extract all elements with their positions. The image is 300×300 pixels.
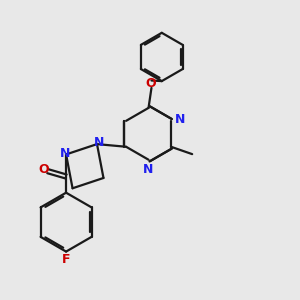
Text: N: N <box>59 147 70 160</box>
Text: N: N <box>94 136 104 149</box>
Text: O: O <box>38 163 49 176</box>
Text: N: N <box>175 113 185 126</box>
Text: N: N <box>143 163 154 176</box>
Text: O: O <box>146 77 156 90</box>
Text: F: F <box>62 253 70 266</box>
